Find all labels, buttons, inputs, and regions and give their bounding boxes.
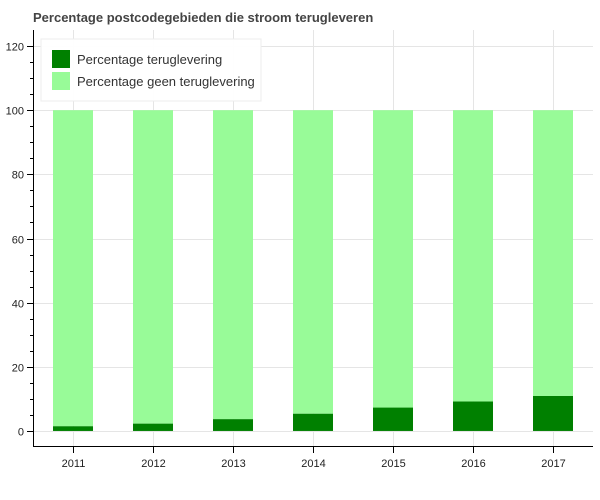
- x-tick-label-2017: 2017: [541, 458, 565, 470]
- x-tick-label-2014: 2014: [301, 458, 325, 470]
- legend-label-teruglevering: Percentage teruglevering: [77, 52, 222, 67]
- legend-label-geen-teruglevering: Percentage geen teruglevering: [77, 74, 255, 89]
- y-tick-label-100: 100: [6, 106, 24, 118]
- y-axis: 0 20 40 60 80 100 120: [6, 42, 33, 439]
- x-tick-label-2013: 2013: [221, 458, 245, 470]
- chart-title: Percentage postcodegebieden die stroom t…: [33, 10, 373, 25]
- bar-teruglevering-2011: [53, 426, 93, 431]
- bar-geen-teruglevering-2016: [453, 110, 493, 402]
- bars: [53, 110, 573, 431]
- bar-teruglevering-2012: [133, 423, 173, 431]
- bar-geen-teruglevering-2011: [53, 110, 93, 427]
- x-tick-label-2016: 2016: [461, 458, 485, 470]
- x-axis: 2011 2012 2013 2014 2015 2016 2017: [62, 447, 566, 470]
- bar-geen-teruglevering-2013: [213, 110, 253, 420]
- legend-box: [40, 38, 262, 102]
- bar-geen-teruglevering-2012: [133, 110, 173, 424]
- bar-teruglevering-2015: [373, 407, 413, 431]
- bar-teruglevering-2017: [533, 395, 573, 431]
- bar-teruglevering-2014: [293, 413, 333, 431]
- bar-geen-teruglevering-2017: [533, 110, 573, 396]
- bar-geen-teruglevering-2014: [293, 110, 333, 414]
- y-tick-label-40: 40: [12, 299, 24, 311]
- legend: Percentage teruglevering Percentage geen…: [40, 38, 262, 102]
- y-tick-label-80: 80: [12, 170, 24, 182]
- y-tick-label-120: 120: [6, 42, 24, 54]
- legend-swatch-teruglevering: [52, 50, 70, 68]
- x-tick-label-2011: 2011: [62, 458, 86, 470]
- y-tick-label-60: 60: [12, 235, 24, 247]
- y-tick-label-0: 0: [18, 427, 24, 439]
- y-tick-label-20: 20: [12, 363, 24, 375]
- bar-geen-teruglevering-2015: [373, 110, 413, 408]
- legend-swatch-geen-teruglevering: [52, 72, 70, 90]
- x-tick-label-2015: 2015: [381, 458, 405, 470]
- bar-teruglevering-2013: [213, 419, 253, 431]
- x-tick-label-2012: 2012: [141, 458, 165, 470]
- bar-teruglevering-2016: [453, 401, 493, 431]
